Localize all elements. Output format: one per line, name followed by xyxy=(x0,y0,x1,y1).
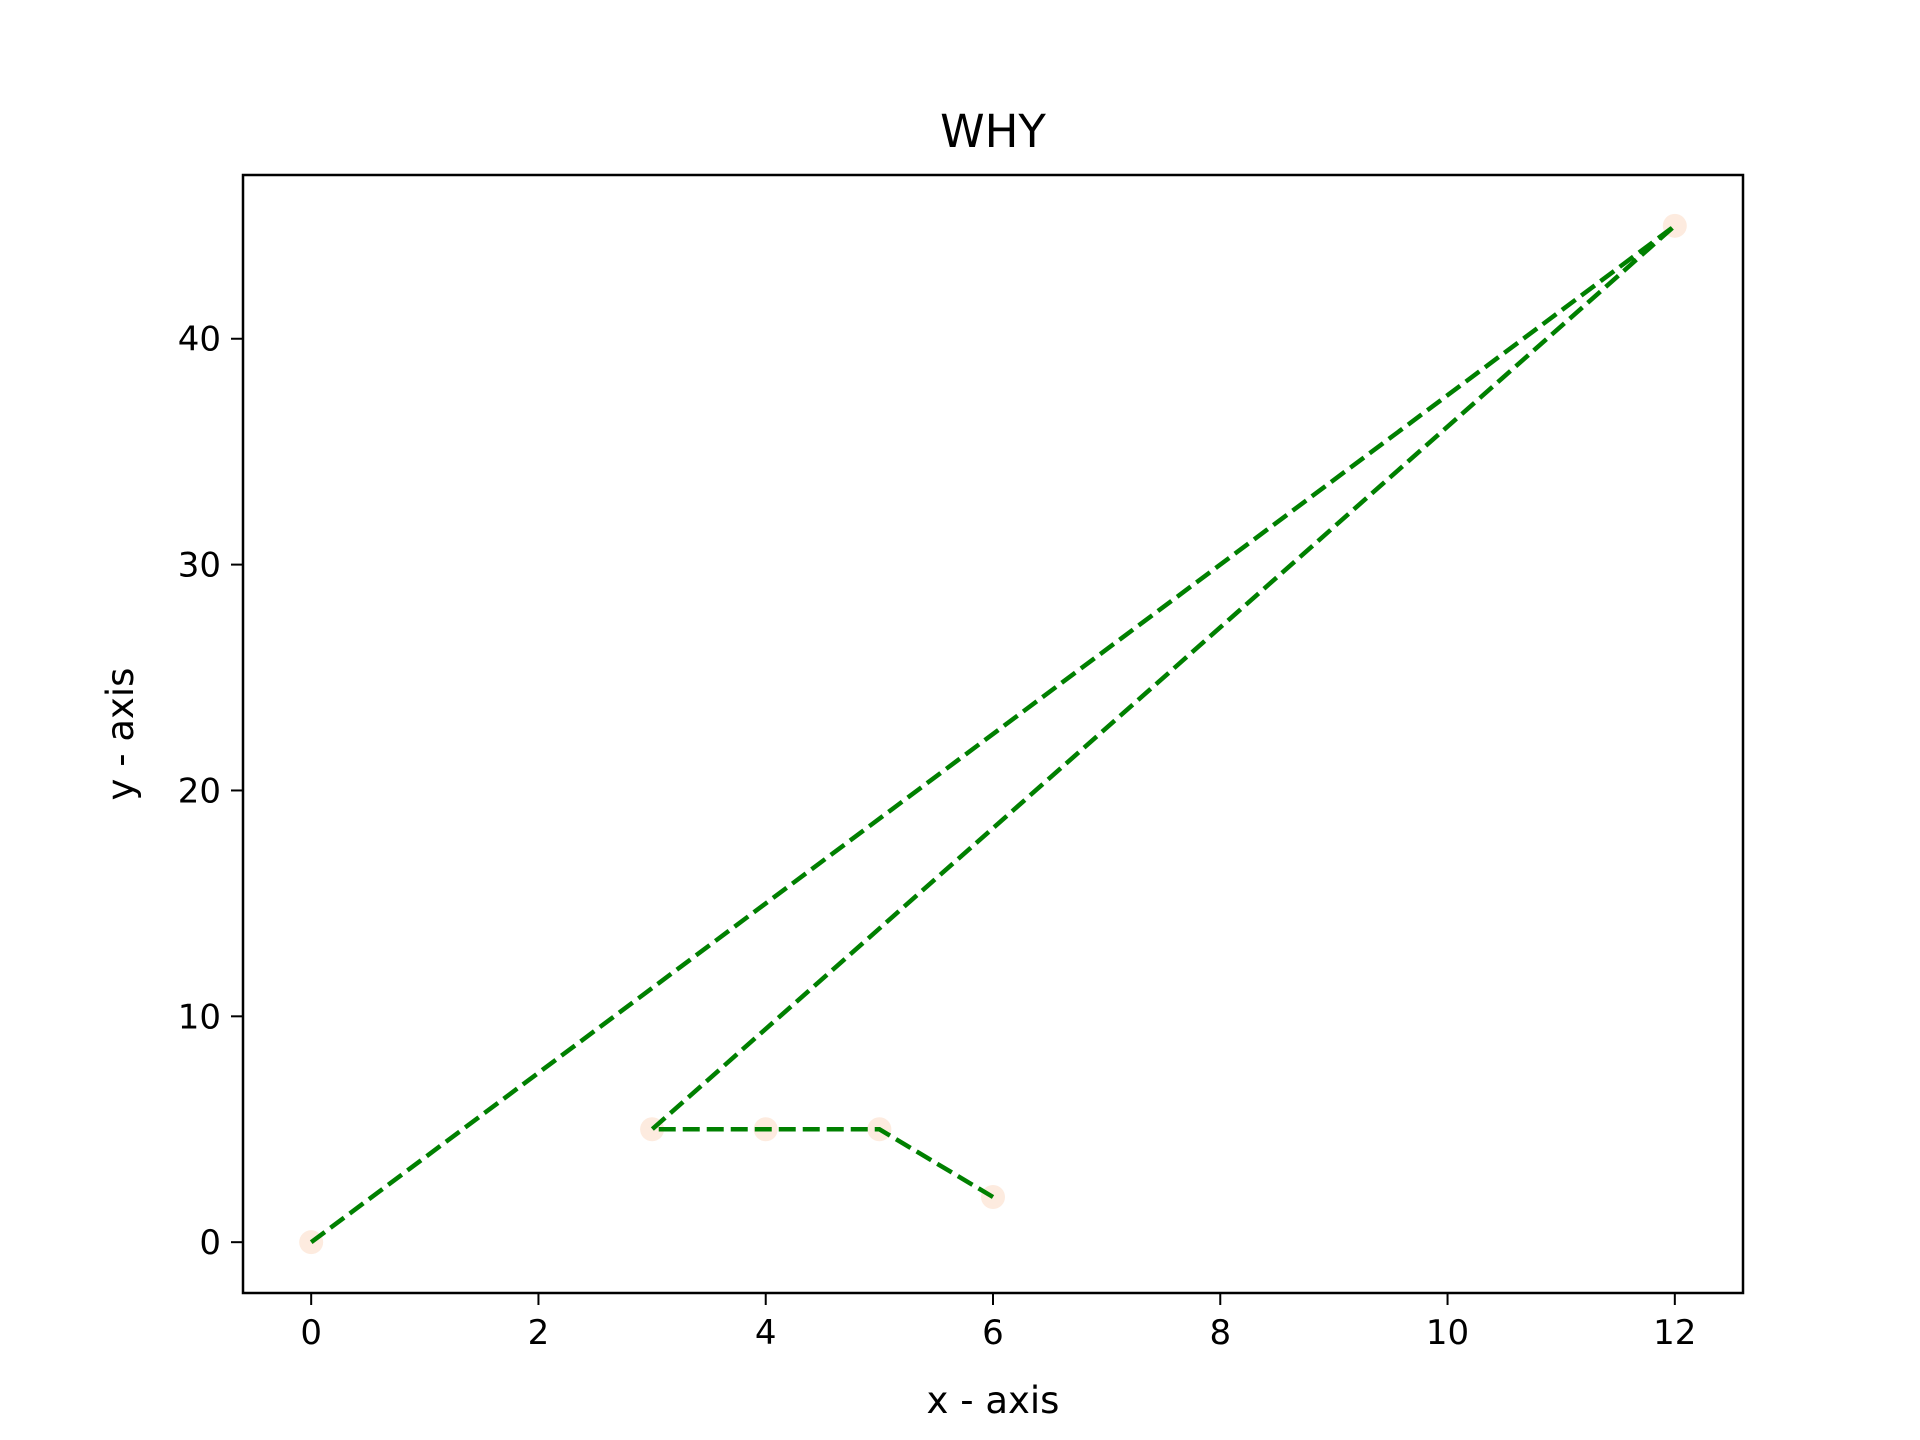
chart-title: WHY xyxy=(940,105,1046,158)
x-tick-label: 8 xyxy=(1209,1313,1231,1353)
x-tick-label: 6 xyxy=(982,1313,1004,1353)
y-axis-label: y - axis xyxy=(99,668,142,801)
y-tick-label: 20 xyxy=(178,771,221,811)
y-tick-label: 10 xyxy=(178,997,221,1037)
x-tick-label: 2 xyxy=(528,1313,550,1353)
x-axis-label: x - axis xyxy=(927,1379,1060,1422)
x-tick-label: 12 xyxy=(1653,1313,1696,1353)
x-tick-label: 0 xyxy=(300,1313,322,1353)
data-point xyxy=(981,1185,1005,1210)
axis-ticks: 0 2 4 6 8 10 12 0 10 20 30 40 xyxy=(178,320,1697,1353)
y-tick-label: 0 xyxy=(199,1223,221,1263)
x-tick-label: 4 xyxy=(755,1313,777,1353)
plot-area xyxy=(299,213,1687,1255)
plot-frame xyxy=(241,173,1745,1295)
y-tick-label: 30 xyxy=(178,546,221,586)
series-line xyxy=(309,223,1677,1245)
y-tick-label: 40 xyxy=(178,320,221,360)
x-tick-label: 10 xyxy=(1426,1313,1469,1353)
